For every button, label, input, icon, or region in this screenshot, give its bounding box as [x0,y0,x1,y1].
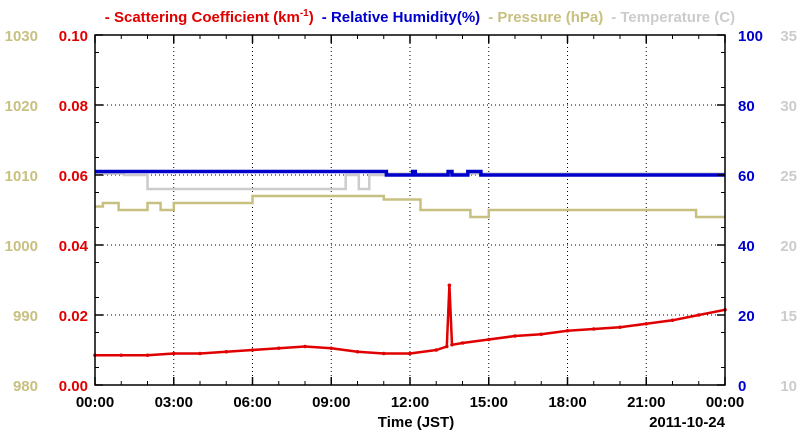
data-point-scat [329,346,334,351]
legend-swatch-temp: - [611,9,620,26]
y-tick-label-humidity: 20 [738,308,755,325]
x-tick-label: 00:00 [76,394,114,411]
y-tick-label-pressure: 980 [13,378,38,395]
data-point-scat [450,342,454,347]
legend-label-scat: - Scattering Coefficient (km-1) [105,8,314,26]
y-tick-label-humidity: 100 [738,28,763,45]
data-point-scat [618,325,622,330]
date-label: 2011-10-24 [649,414,726,431]
x-tick-label: 21:00 [627,394,665,411]
y-tick-label-humidity: 80 [738,98,755,115]
x-tick-label: 18:00 [548,394,586,411]
legend-item-pres: - Pressure (hPa) [488,9,603,26]
y-tick-label-temperature: 20 [780,238,797,255]
y-tick-label-temperature: 35 [780,28,797,45]
data-point-scat [539,332,544,337]
data-point-scat [644,321,649,326]
x-axis-title: Time (JST) [378,414,454,431]
data-point-scat [355,349,360,354]
y-tick-label-scattering: 0.02 [59,308,88,325]
y-tick-label-humidity: 40 [738,238,755,255]
data-point-scat [276,346,281,351]
y-tick-label-pressure: 1000 [5,238,38,255]
legend-item-temp: - Temperature (C) [611,9,735,26]
data-point-scat [119,353,124,358]
y-tick-label-humidity: 0 [738,378,746,395]
legend-item-rh: - Relative Humidity(%) [322,9,480,26]
y-tick-label-pressure: 1010 [5,168,38,185]
data-point-scat [486,337,491,342]
y-tick-label-pressure: 1020 [5,98,38,115]
series-line-scat [95,285,726,357]
series-line-rh [95,169,725,177]
legend-item-scat: - Scattering Coefficient (km-1) [105,8,314,26]
series-layer [93,169,727,358]
y-tick-label-pressure: 1030 [5,28,38,45]
y-tick-label-temperature: 10 [780,378,797,395]
legend-label-pres: - Pressure (hPa) [488,9,603,26]
data-point-scat [444,344,449,349]
y-tick-label-temperature: 25 [780,168,797,185]
x-tick-label: 12:00 [391,394,429,411]
y-tick-label-humidity: 60 [738,168,755,185]
legend-swatch-scat: - [105,9,114,26]
legend-label-rh: - Relative Humidity(%) [322,9,480,26]
y-tick-label-temperature: 15 [780,308,797,325]
legend-label-temp: - Temperature (C) [611,9,735,26]
data-point-scat [447,283,452,288]
y-tick-label-scattering: 0.04 [59,238,89,255]
x-tick-label: 00:00 [706,394,744,411]
data-point-scat [381,351,386,356]
axis-labels: 00:00 03:00 06:00 09:00 12:00 15:00 18:00 21:00… [5,28,797,411]
data-point-scat [670,318,675,323]
y-tick-label-scattering: 0.00 [59,378,88,395]
y-tick-label-scattering: 0.08 [59,98,88,115]
data-point-scat [250,348,255,352]
data-point-scat [198,351,202,356]
series-line-pres [95,194,725,219]
y-tick-label-pressure: 990 [13,308,38,325]
data-point-scat [224,349,229,354]
data-point-scat [171,351,176,356]
data-point-scat [696,313,701,317]
data-point-scat [513,334,517,338]
data-point-scat [591,327,596,331]
legend-swatch-rh: - [322,9,331,26]
series-line-temp [95,172,725,191]
data-point-scat [408,351,412,356]
x-tick-label: 15:00 [470,394,508,411]
data-point-scat [565,328,570,333]
x-tick-label: 03:00 [155,394,193,411]
x-tick-label: 06:00 [233,394,271,411]
data-point-scat [303,344,307,349]
data-point-scat [145,353,150,358]
x-tick-label: 09:00 [312,394,350,411]
data-point-scat [434,348,439,352]
data-point-scat [460,341,465,345]
y-tick-label-scattering: 0.10 [59,28,88,45]
legend-swatch-pres: - [488,9,497,26]
y-tick-label-scattering: 0.06 [59,168,88,185]
axis-ticks [94,34,726,386]
legend: - Scattering Coefficient (km-1) - Relativ… [105,8,735,26]
y-tick-label-temperature: 30 [780,98,797,115]
